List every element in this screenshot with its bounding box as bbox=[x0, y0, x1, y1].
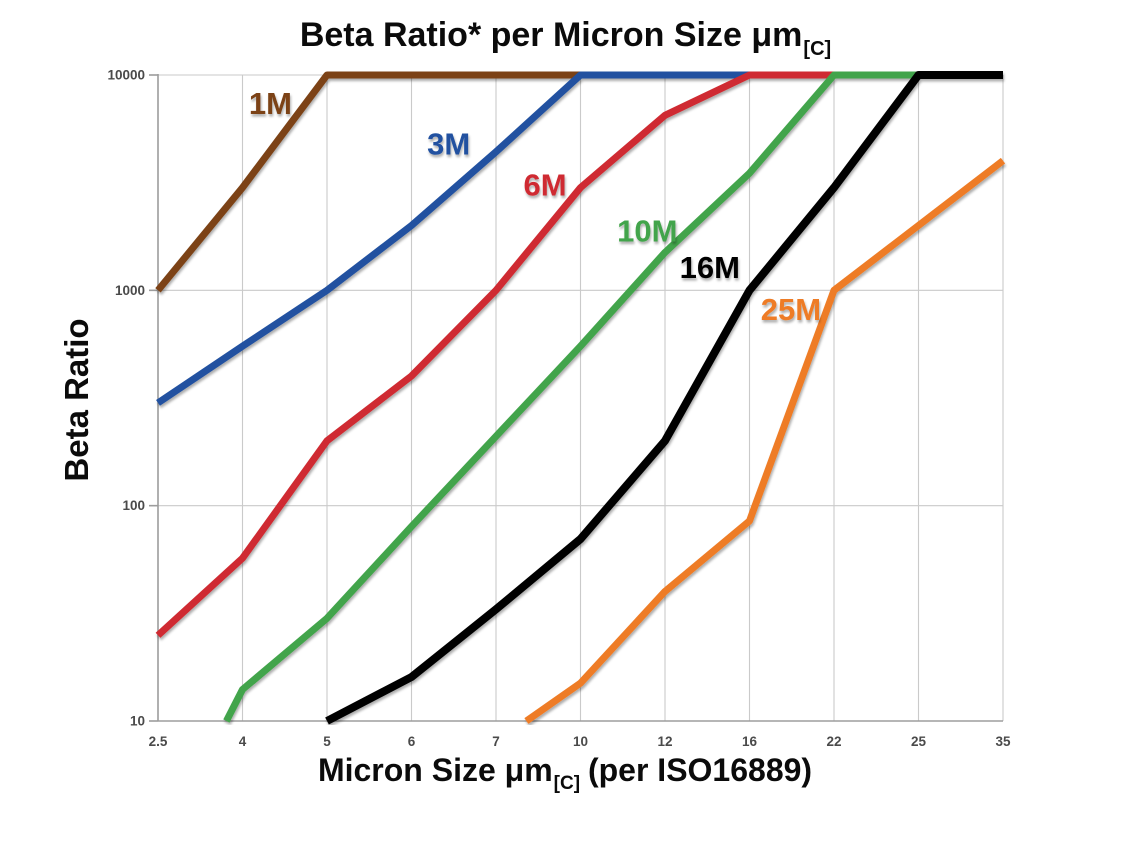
series-label-6M: 6M bbox=[523, 168, 566, 203]
x-axis-title-suffix: (per ISO16889) bbox=[579, 752, 813, 788]
x-tick-label-25: 25 bbox=[911, 734, 927, 749]
series-line-16M bbox=[325, 71, 1003, 725]
series-line-25M bbox=[524, 157, 1006, 724]
x-tick-label-6: 6 bbox=[408, 734, 416, 749]
x-tick-label-5: 5 bbox=[323, 734, 331, 749]
series-label-10M: 10M bbox=[617, 213, 677, 248]
x-tick-label-12: 12 bbox=[657, 734, 672, 749]
x-axis-title-text: Micron Size μm bbox=[317, 752, 553, 788]
chart-title-subscript: [C] bbox=[803, 38, 832, 60]
x-tick-labels: 2.5 4 5 6 7 10 12 16 22 25 35 bbox=[149, 734, 1011, 749]
axes bbox=[149, 74, 1003, 722]
x-tick-label-22: 22 bbox=[826, 734, 841, 749]
y-tick-label-10: 10 bbox=[130, 714, 145, 729]
x-tick-label-35: 35 bbox=[995, 734, 1011, 749]
x-axis-title: Micron Size μm[C] (per ISO16889) bbox=[0, 752, 1130, 794]
x-axis-title-subscript: [C] bbox=[553, 773, 581, 794]
x-tick-label-16: 16 bbox=[742, 734, 758, 749]
chart-title: Beta Ratio* per Micron Size μm[C] bbox=[0, 16, 1130, 60]
x-tick-label-10: 10 bbox=[573, 734, 588, 749]
y-tick-label-10000: 10000 bbox=[107, 68, 145, 83]
series-label-1M: 1M bbox=[249, 86, 292, 121]
series-line-10M bbox=[223, 71, 1003, 723]
series-label-16M: 16M bbox=[680, 250, 740, 285]
y-tick-label-1000: 1000 bbox=[115, 283, 145, 298]
x-tick-label-4: 4 bbox=[239, 734, 247, 749]
y-tick-label-100: 100 bbox=[122, 498, 145, 513]
series-lines bbox=[155, 71, 1006, 725]
series-label-25M: 25M bbox=[761, 292, 821, 327]
x-tick-label-2.5: 2.5 bbox=[149, 734, 168, 749]
gridlines bbox=[157, 74, 1004, 722]
series-line-6M bbox=[155, 71, 1003, 638]
series-line-3M bbox=[156, 71, 1003, 406]
x-tick-label-7: 7 bbox=[492, 734, 500, 749]
y-tick-labels: 10000 1000 100 10 bbox=[107, 68, 145, 729]
chart-title-text: Beta Ratio* per Micron Size μm bbox=[299, 16, 803, 54]
series-label-3M: 3M bbox=[427, 127, 470, 162]
